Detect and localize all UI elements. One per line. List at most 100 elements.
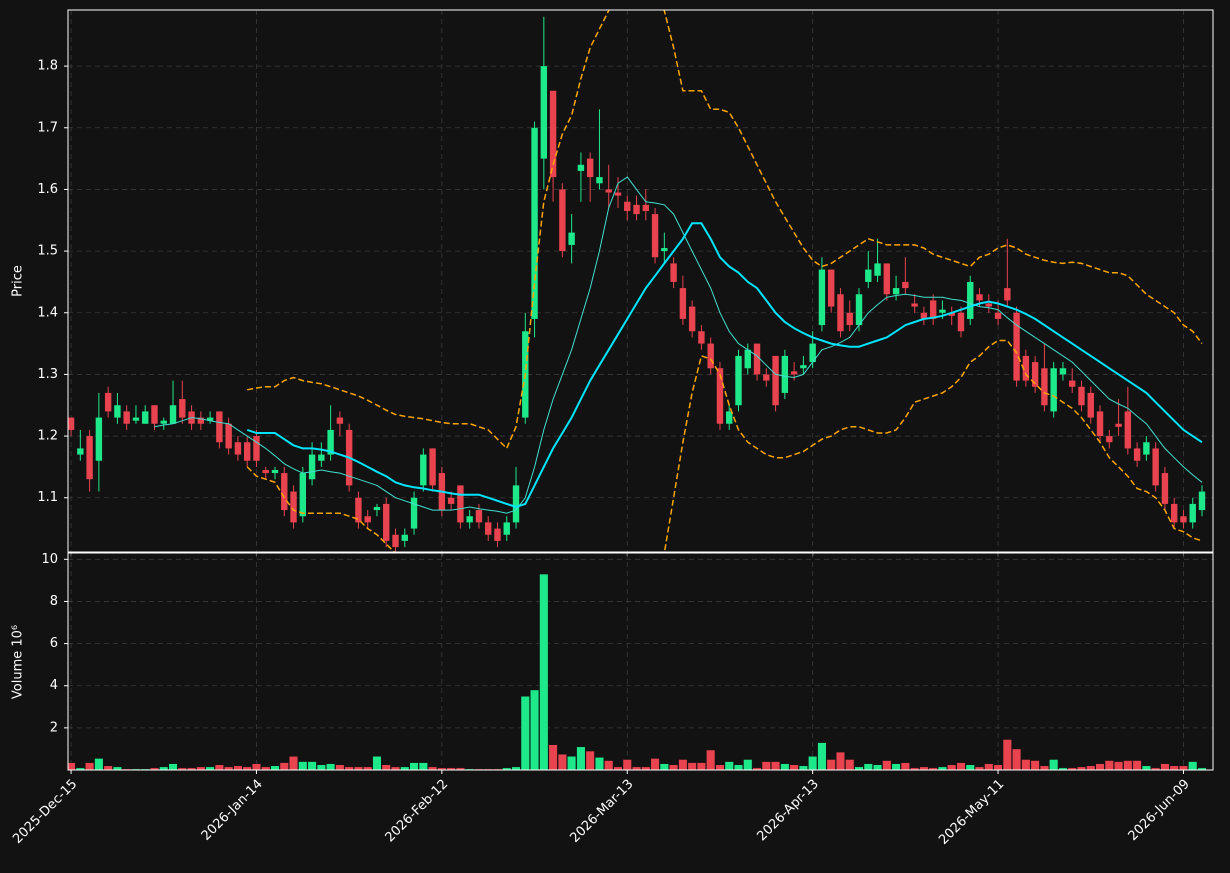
line [246,222,1203,509]
candle-body [1170,503,1178,523]
line [247,10,1203,450]
candle-body [716,368,724,424]
volume-bar [715,764,725,770]
candle-body [262,469,269,474]
volume-bar [604,760,614,770]
candle-body [855,294,863,326]
volume-bar [706,749,716,770]
candle-body [957,312,965,332]
candle-body [920,312,928,319]
line [154,176,1203,514]
candle-body [142,411,149,424]
volume-bar [585,750,595,770]
volume-bar [863,763,873,770]
volume-bar [808,756,818,770]
y-tick-label: 1.6 [37,182,58,197]
candle-body [114,405,121,418]
volume-bar [381,764,391,770]
candle-body [1041,368,1048,406]
candle-body [531,127,538,319]
candle-body [225,423,232,449]
candle-body [1069,380,1076,387]
volume-bar [761,761,771,770]
volume-bar [1160,763,1170,770]
volume-bar [891,763,901,770]
volume-bar [947,764,957,770]
candle-body [1087,392,1094,418]
candle-body [1143,442,1150,455]
candle-body [160,420,167,424]
candle-body [837,294,844,332]
candle-body [818,269,826,326]
volume-bar [85,762,95,770]
volume-bar [882,760,892,770]
candle-body [1152,448,1159,486]
candle-body [271,469,279,474]
y-tick-label: 1.2 [37,429,58,444]
volume-bar [548,744,558,770]
candle-body [336,417,344,424]
volume-bar [298,761,308,770]
volume-bar [418,762,428,770]
volume-bar [326,763,336,770]
y-tick-label: 2 [50,720,58,735]
volume-bar [845,759,855,770]
candle-body [290,491,297,523]
volume-bar [1002,739,1012,770]
candle-body [327,429,334,455]
volume-bar [214,764,224,770]
candle-body [1050,368,1057,412]
candle-body [318,454,325,461]
candle-body [827,269,835,307]
volume-bar [316,764,326,770]
candle-body [753,343,761,375]
volume-bar [1188,761,1198,770]
volume-bar [817,742,827,770]
candle-body [994,312,1002,319]
candle-body [929,300,937,319]
y-tick-label: 4 [50,678,58,693]
volume-bar [872,764,883,770]
volume-bar [1132,760,1142,770]
candle-body [568,232,575,245]
volume-bar [1141,765,1151,770]
y-tick-label: 1.5 [37,244,58,259]
volume-bar [68,762,76,770]
candle-body [772,355,779,406]
candle-body [77,448,84,455]
candle-body [299,473,307,517]
candle-body [651,214,659,258]
volume-bar [743,759,753,770]
candle-body [429,448,436,486]
candle-body [614,192,622,196]
volume-bar [798,765,808,770]
candle-body [892,288,900,295]
candle-body [559,189,566,252]
volume-bar [1030,760,1040,770]
candle-body [364,516,371,523]
candle-body [670,263,677,282]
candle-body [383,503,390,541]
volume-bar [1039,765,1049,770]
volume-bar [659,763,669,770]
volume-bar [288,756,299,770]
candle-body [308,454,316,480]
candle-body [540,66,548,159]
candle-body [1161,473,1169,504]
candle-body [457,485,464,523]
candle-body [68,417,75,430]
candle-body [985,303,992,307]
y-axis-label: Price [11,265,26,297]
candle-body [633,204,640,215]
candle-body [1180,516,1187,523]
y-tick-label: 1.1 [37,490,58,505]
y-tick-label: 8 [50,594,58,609]
volume-bar [279,762,289,770]
candle-body [169,405,177,424]
candle-body [698,331,705,344]
candle-body [253,436,260,461]
candle-body [1133,448,1141,461]
y-tick-label: 1.7 [37,120,58,135]
panel-frame [67,552,1214,771]
candle-body [642,204,649,212]
